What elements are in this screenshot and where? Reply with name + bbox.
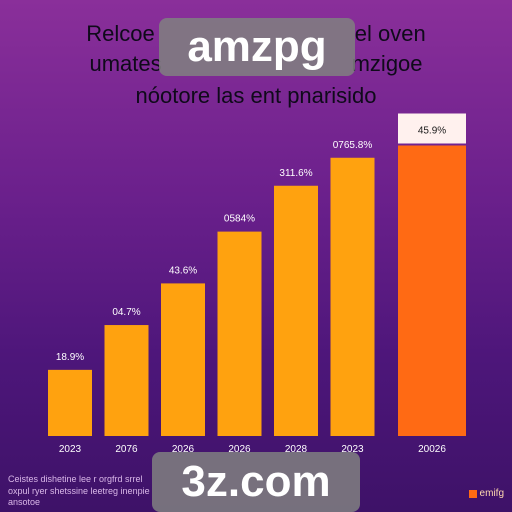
bar-value-label: 45.9% [418,126,446,137]
x-tick-label: 2028 [285,444,308,455]
bar [161,283,205,436]
legend-label: emifg [479,488,504,499]
x-tick-label: 2026 [228,444,251,455]
legend-swatch [468,489,477,498]
bar [274,185,318,436]
chart-title-line-1: Relcoe el oven [86,21,426,46]
bar-value-label: 0765.8% [333,140,373,151]
footnote-line-1: Ceistes dishetine lee r orgfrd srrel [8,474,143,484]
bar-value-label: 43.6% [169,265,197,276]
bar [330,157,375,436]
highlight-label-box [398,113,466,144]
legend: emifg [468,488,504,499]
watermark-top: amzpg [159,18,355,76]
x-tick-label: 2026 [172,444,195,455]
footnote-line-3: ansotoe [8,497,41,507]
x-tick-label: 2076 [115,444,138,455]
bar-value-label: 311.6% [279,168,312,179]
chart-title-line-2: umates mzigoe [89,51,423,76]
bar-value-label: 04.7% [112,307,140,318]
x-tick-label: 2023 [341,444,364,455]
x-tick-label: 20026 [418,444,446,455]
bar-value-label: 18.9% [56,352,84,363]
footnote-line-2: oxpul ryer shetssine leetreg inenpie [8,486,150,496]
x-tick-label: 2023 [59,444,82,455]
bar-value-label: 0584% [224,214,255,225]
chart-title-line-3: nóotore las ent pnarisido [135,83,377,108]
bar-highlighted [398,145,466,436]
bar [217,231,262,436]
watermark-bottom: 3z.com [152,452,360,512]
bar [48,369,92,436]
bar [104,325,149,436]
